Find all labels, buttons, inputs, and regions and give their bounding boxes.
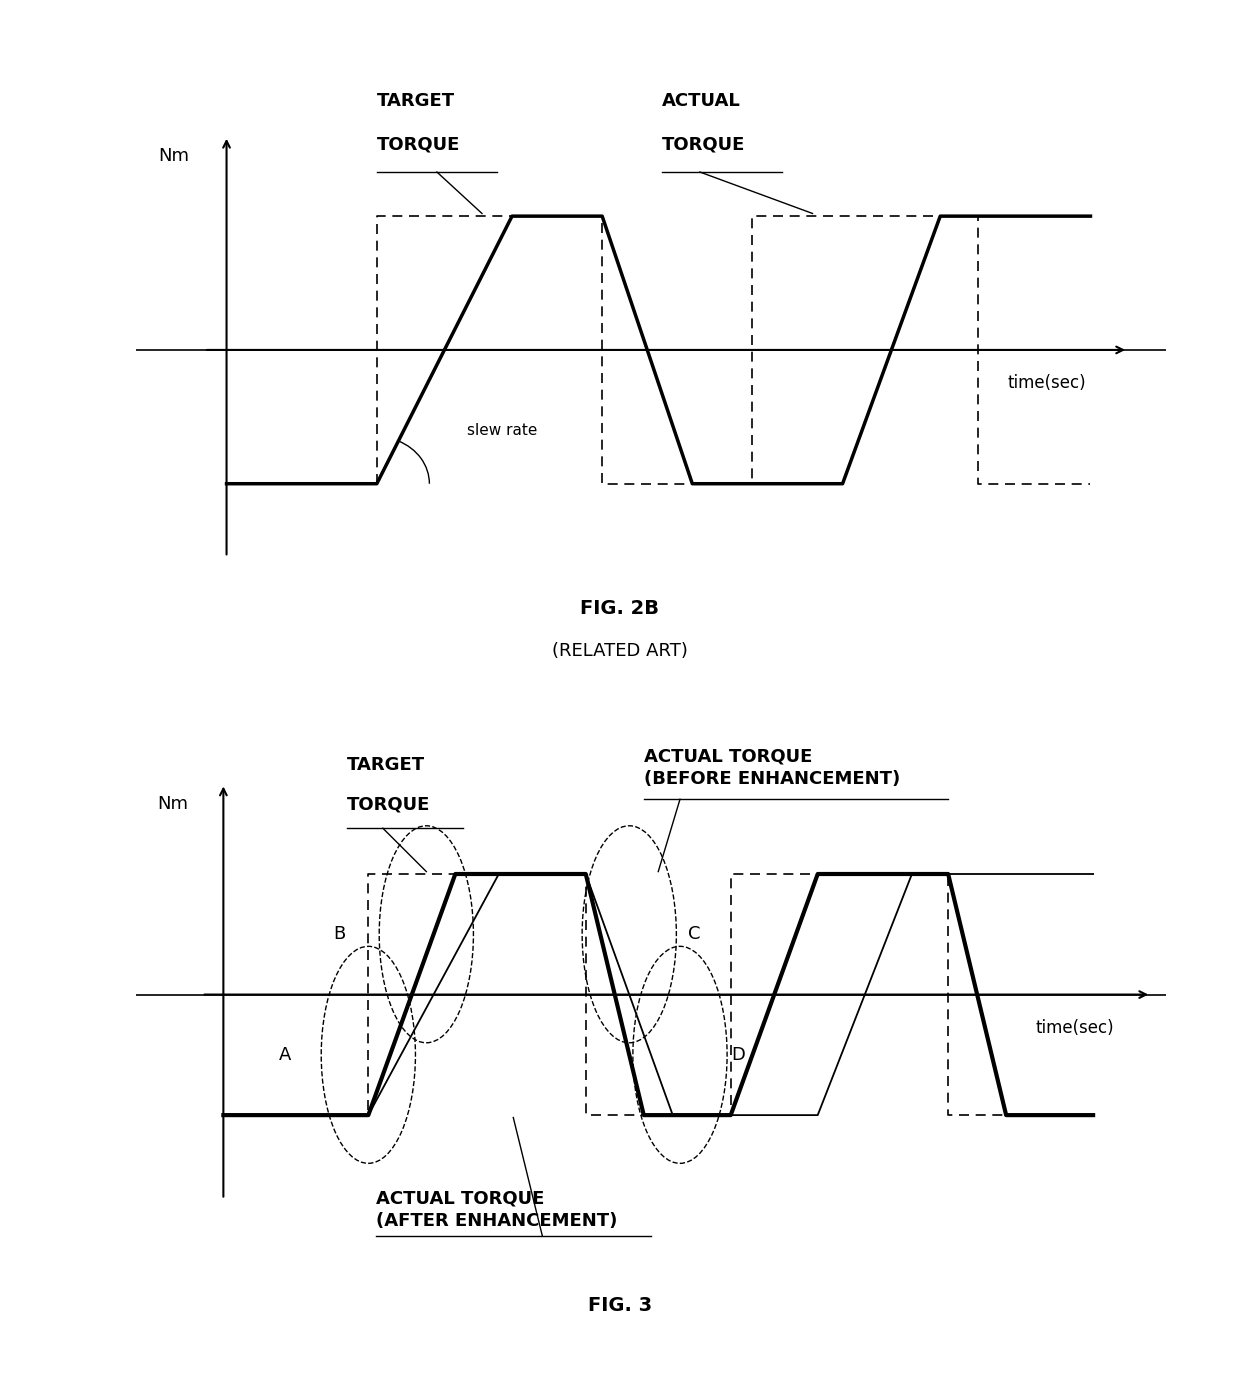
Text: A: A	[279, 1045, 291, 1063]
Text: TARGET: TARGET	[377, 92, 455, 110]
Text: B: B	[334, 926, 346, 944]
Text: Nm: Nm	[159, 147, 190, 165]
Text: ACTUAL TORQUE
(AFTER ENHANCEMENT): ACTUAL TORQUE (AFTER ENHANCEMENT)	[376, 1190, 618, 1230]
Text: C: C	[688, 926, 701, 944]
Text: ACTUAL: ACTUAL	[662, 92, 742, 110]
Text: TORQUE: TORQUE	[377, 136, 460, 154]
Text: (RELATED ART): (RELATED ART)	[552, 642, 688, 660]
Text: ACTUAL TORQUE
(BEFORE ENHANCEMENT): ACTUAL TORQUE (BEFORE ENHANCEMENT)	[644, 748, 900, 788]
Text: TORQUE: TORQUE	[662, 136, 745, 154]
Text: time(sec): time(sec)	[1035, 1019, 1114, 1037]
Text: D: D	[732, 1045, 745, 1063]
Text: Nm: Nm	[157, 795, 188, 813]
Text: FIG. 3: FIG. 3	[588, 1295, 652, 1315]
Text: slew rate: slew rate	[467, 423, 537, 438]
Text: TARGET: TARGET	[347, 756, 425, 774]
Text: TORQUE: TORQUE	[347, 795, 430, 813]
Text: FIG. 2B: FIG. 2B	[580, 599, 660, 619]
Text: time(sec): time(sec)	[1008, 374, 1086, 392]
